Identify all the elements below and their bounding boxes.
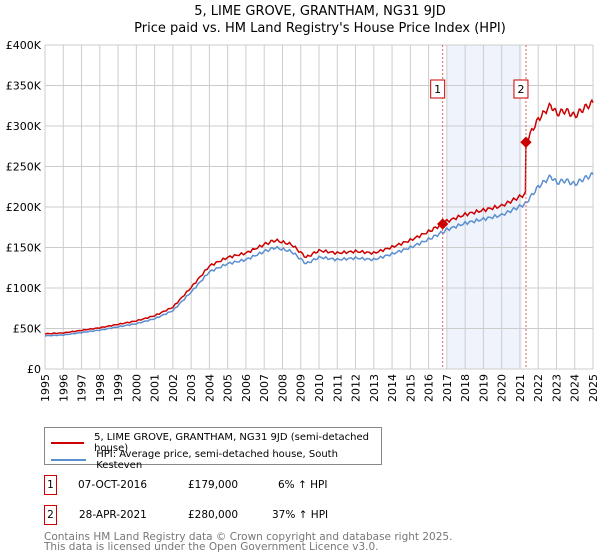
- x-tick-label: 2022: [532, 374, 545, 402]
- x-tick-label: 1999: [112, 374, 125, 402]
- footer-copyright: Contains HM Land Registry data © Crown c…: [44, 531, 453, 543]
- x-tick-label: 1995: [39, 374, 52, 402]
- x-tick-label: 2005: [222, 374, 235, 402]
- x-tick-label: 1998: [94, 374, 107, 402]
- x-tick-label: 2008: [276, 374, 289, 402]
- x-tick-label: 2000: [130, 374, 143, 402]
- y-tick-label: £400K: [6, 39, 42, 52]
- x-tick-label: 2017: [441, 374, 454, 402]
- y-tick-label: £100K: [6, 282, 42, 295]
- legend-swatch: [51, 442, 85, 444]
- x-tick-label: 1997: [76, 374, 89, 402]
- x-tick-label: 2011: [331, 374, 344, 402]
- plot-area: £0 £50K £100K £150K £200K £250K £300K £350K £400…: [6, 39, 600, 402]
- sale-label-box: [513, 79, 529, 99]
- x-tick-label: 2024: [569, 374, 582, 402]
- y-tick-label: £300K: [6, 120, 42, 133]
- x-tick-label: 2004: [203, 374, 216, 402]
- chart-title: 5, LIME GROVE, GRANTHAM, NG31 9JD: [194, 4, 446, 19]
- y-tick-label: £150K: [6, 242, 42, 255]
- sale-label: 1: [434, 83, 441, 96]
- sale-badge: 2: [44, 505, 57, 525]
- sale-date: 07-OCT-2016: [78, 479, 147, 491]
- property-price-line: [44, 98, 594, 335]
- y-tick-label: £250K: [6, 161, 42, 174]
- legend-label: 5, LIME GROVE, GRANTHAM, NG31 9JD (semi-…: [94, 432, 370, 454]
- x-tick-label: 2009: [295, 374, 308, 402]
- sale-price: £179,000: [188, 479, 239, 491]
- sale-row: 2 28-APR-2021 £280,000 37% ↑ HPI: [44, 505, 444, 525]
- x-tick-label: 2007: [258, 374, 271, 402]
- sale-point: [437, 218, 449, 230]
- legend-item-property: 5, LIME GROVE, GRANTHAM, NG31 9JD (semi-…: [51, 432, 381, 454]
- y-tick-label: £350K: [6, 80, 42, 93]
- x-tick-label: 2006: [240, 374, 253, 402]
- sale-date: 28-APR-2021: [79, 509, 147, 521]
- sale-label: 2: [517, 83, 524, 96]
- x-tick-label: 1996: [57, 374, 70, 402]
- x-tick-label: 2015: [404, 374, 417, 402]
- x-tick-label: 2002: [167, 374, 180, 402]
- x-tick-label: 2018: [459, 374, 472, 402]
- x-tick-label: 2020: [496, 374, 509, 402]
- x-tick-label: 2010: [313, 374, 326, 402]
- x-tick-label: 2016: [423, 374, 436, 402]
- x-tick-label: 2013: [368, 374, 381, 402]
- x-tick-label: 2019: [477, 374, 490, 402]
- y-tick-label: £200K: [6, 201, 42, 214]
- legend: 5, LIME GROVE, GRANTHAM, NG31 9JD (semi-…: [44, 427, 382, 471]
- sale-hpi: 6% ↑ HPI: [278, 479, 328, 491]
- x-tick-label: 2025: [587, 374, 600, 402]
- sale-row: 1 07-OCT-2016 £179,000 6% ↑ HPI: [44, 475, 444, 495]
- sale-price: £280,000: [188, 509, 239, 521]
- legend-swatch: [51, 459, 87, 461]
- x-tick-label: 2001: [149, 374, 162, 402]
- sale-label-box: [430, 79, 446, 99]
- sale-badge: 1: [44, 475, 57, 495]
- hpi-line: [44, 171, 594, 337]
- y-tick-label: £0: [27, 363, 41, 376]
- chart-subtitle: Price paid vs. HM Land Registry's House …: [134, 21, 506, 36]
- x-tick-label: 2021: [514, 374, 527, 402]
- x-tick-label: 2014: [386, 374, 399, 402]
- x-tick-label: 2003: [185, 374, 198, 402]
- legend-item-hpi: HPI: Average price, semi-detached house,…: [51, 449, 381, 471]
- legend-label: HPI: Average price, semi-detached house,…: [96, 449, 338, 471]
- sale-point: [520, 136, 532, 148]
- x-tick-label: 2012: [350, 374, 363, 402]
- footer-licence: This data is licensed under the Open Gov…: [44, 541, 379, 553]
- sale-hpi: 37% ↑ HPI: [272, 509, 329, 521]
- y-tick-label: £50K: [13, 323, 42, 336]
- footer: Contains HM Land Registry data © Crown c…: [44, 531, 453, 553]
- x-tick-label: 2023: [550, 374, 563, 402]
